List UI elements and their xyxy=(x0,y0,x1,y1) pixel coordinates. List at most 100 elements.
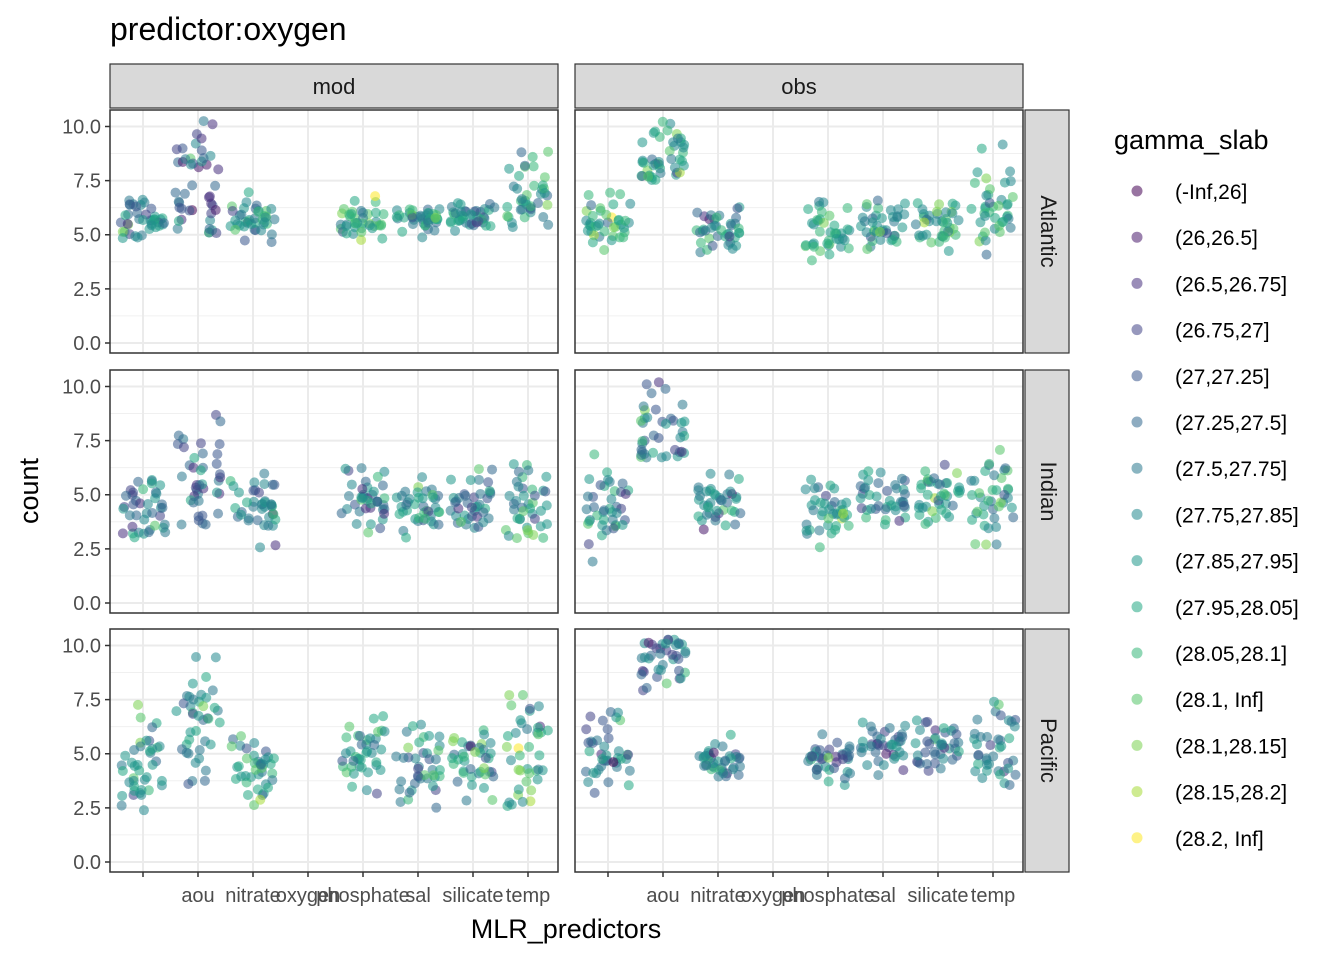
data-point xyxy=(832,737,843,748)
data-point xyxy=(875,234,886,245)
data-point xyxy=(416,719,427,730)
data-point xyxy=(900,720,911,731)
legend-key xyxy=(1131,462,1143,474)
data-point xyxy=(191,129,202,140)
data-point xyxy=(878,760,889,771)
data-point xyxy=(601,750,612,761)
data-point xyxy=(138,215,149,226)
data-point xyxy=(973,759,984,770)
data-point xyxy=(1000,463,1011,474)
data-point xyxy=(543,219,554,230)
data-point xyxy=(701,486,712,497)
data-point xyxy=(639,652,650,663)
data-point xyxy=(356,739,367,750)
data-point xyxy=(268,753,279,764)
data-point xyxy=(515,765,526,776)
data-point xyxy=(529,513,540,524)
x-tick-label: nitrate xyxy=(225,885,281,907)
data-point xyxy=(241,743,252,754)
panel-border xyxy=(574,109,1024,354)
data-point xyxy=(263,782,274,793)
data-point xyxy=(713,771,724,782)
data-point xyxy=(860,482,871,493)
x-tick-label: aou xyxy=(646,885,679,907)
data-point xyxy=(994,444,1005,455)
data-point xyxy=(151,488,162,499)
data-point xyxy=(527,151,538,162)
data-point xyxy=(344,721,355,732)
data-point xyxy=(938,723,949,734)
data-point xyxy=(120,750,131,761)
data-point xyxy=(643,171,654,182)
data-point xyxy=(867,217,878,228)
x-tick-label: phosphate xyxy=(781,885,874,907)
data-point xyxy=(721,771,732,782)
data-point xyxy=(973,749,984,760)
data-point xyxy=(343,491,354,502)
data-point xyxy=(149,520,160,531)
data-point xyxy=(584,516,595,527)
data-point xyxy=(674,665,685,676)
legend-title: gamma_slab xyxy=(1114,125,1269,155)
data-point xyxy=(377,233,388,244)
data-point xyxy=(534,750,545,761)
data-point xyxy=(910,219,921,230)
data-point xyxy=(214,469,225,480)
data-point xyxy=(938,753,949,764)
data-point xyxy=(371,757,382,768)
data-point xyxy=(606,235,617,246)
data-point xyxy=(976,143,987,154)
data-point xyxy=(582,225,593,236)
data-point xyxy=(695,237,706,248)
data-point xyxy=(542,519,553,530)
data-point xyxy=(356,227,367,238)
data-point xyxy=(806,474,817,485)
data-point xyxy=(1006,502,1017,513)
data-point xyxy=(981,539,992,550)
data-point xyxy=(899,198,910,209)
data-point xyxy=(452,776,463,787)
data-point xyxy=(466,502,477,513)
data-point xyxy=(518,506,529,517)
x-tick-label: silicate xyxy=(442,885,503,907)
data-point xyxy=(160,527,171,538)
data-point xyxy=(989,696,1000,707)
col-strip-mod xyxy=(109,63,559,109)
data-point xyxy=(233,487,244,498)
y-tick-label: 2.5 xyxy=(73,279,101,301)
data-point xyxy=(669,162,680,173)
data-point xyxy=(513,466,524,477)
data-point xyxy=(1003,763,1014,774)
data-point xyxy=(508,459,519,470)
data-point xyxy=(213,164,224,175)
row-strip-label-Indian: Indian xyxy=(1036,462,1061,522)
data-point xyxy=(460,490,471,501)
data-point xyxy=(809,241,820,252)
data-point xyxy=(608,523,619,534)
data-point xyxy=(357,484,368,495)
data-point xyxy=(267,479,278,490)
y-tick-label: 5.0 xyxy=(73,485,101,507)
data-point xyxy=(971,739,982,750)
legend-label: (28.15,28.2] xyxy=(1175,782,1287,805)
data-point xyxy=(532,722,543,733)
col-strip-obs xyxy=(574,63,1024,109)
data-point xyxy=(897,222,908,233)
data-point xyxy=(599,226,610,237)
data-point xyxy=(814,226,825,237)
data-point xyxy=(479,729,490,740)
data-point xyxy=(648,160,659,171)
data-point xyxy=(197,448,208,459)
data-point xyxy=(843,520,854,531)
data-point xyxy=(1004,733,1015,744)
panel-obs-Pacific xyxy=(574,628,1024,873)
data-point xyxy=(602,724,613,735)
data-point xyxy=(589,787,600,798)
data-point xyxy=(885,205,896,216)
data-point xyxy=(200,765,211,776)
data-point xyxy=(480,220,491,231)
data-point xyxy=(953,746,964,757)
data-point xyxy=(653,432,664,443)
data-point xyxy=(403,742,414,753)
data-point xyxy=(817,729,828,740)
